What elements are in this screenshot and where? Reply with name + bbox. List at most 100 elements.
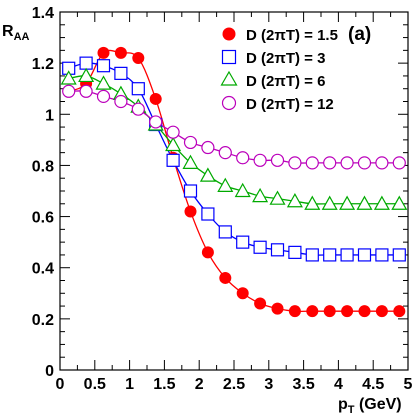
y-tick-label: 0.4 bbox=[32, 261, 54, 278]
data-point-series-2 bbox=[340, 248, 354, 262]
data-point-series-1 bbox=[97, 46, 110, 59]
legend-entry-3: D (2πT) = 6 bbox=[220, 70, 325, 90]
data-point-series-4 bbox=[149, 115, 163, 129]
data-point-series-1 bbox=[114, 46, 127, 59]
data-point-series-2 bbox=[288, 245, 302, 259]
data-point-series-3 bbox=[60, 70, 77, 85]
data-point-series-3 bbox=[356, 195, 373, 210]
legend-label-3: D (2πT) = 6 bbox=[246, 73, 325, 90]
legend: D (2πT) = 1.5 D (2πT) = 3 D (2πT) = 6 D … bbox=[220, 27, 338, 113]
data-point-series-3 bbox=[95, 75, 112, 90]
data-point-series-3 bbox=[217, 177, 234, 192]
data-point-series-1 bbox=[184, 205, 197, 218]
x-tick-label: 5 bbox=[404, 376, 413, 393]
data-point-series-2 bbox=[357, 248, 372, 262]
data-point-series-1 bbox=[323, 305, 336, 318]
data-point-series-1 bbox=[358, 305, 371, 318]
data-point-series-2 bbox=[201, 207, 215, 221]
data-point-series-3 bbox=[391, 195, 408, 210]
data-point-series-4 bbox=[340, 156, 354, 170]
data-point-series-4 bbox=[288, 156, 302, 170]
series-line-1 bbox=[68, 49, 400, 313]
legend-entry-2: D (2πT) = 3 bbox=[221, 49, 325, 67]
data-point-series-4 bbox=[62, 84, 76, 98]
data-point-series-1 bbox=[393, 305, 406, 318]
data-point-series-4 bbox=[375, 156, 389, 170]
markers-layer bbox=[60, 46, 408, 318]
data-point-series-3 bbox=[339, 195, 356, 210]
x-tick-label: 3.5 bbox=[292, 376, 314, 393]
y-tick-label: 0.2 bbox=[32, 312, 54, 329]
data-point-series-2 bbox=[392, 248, 406, 262]
y-axis-title: RAA bbox=[2, 23, 30, 43]
data-point-series-2 bbox=[305, 248, 319, 262]
legend-entry-4: D (2πT) = 12 bbox=[221, 95, 334, 113]
data-point-series-3 bbox=[78, 67, 95, 83]
data-point-series-1 bbox=[201, 246, 214, 259]
data-point-series-4 bbox=[392, 156, 406, 170]
data-point-series-4 bbox=[166, 125, 180, 139]
x-tick-label: 3 bbox=[264, 376, 273, 393]
data-point-series-2 bbox=[79, 56, 93, 70]
data-point-series-4 bbox=[236, 151, 250, 165]
x-tick-label: 2 bbox=[195, 376, 204, 393]
y-tick-label: 1.2 bbox=[32, 56, 54, 73]
data-point-series-3 bbox=[321, 195, 338, 210]
plot-frame bbox=[59, 11, 409, 371]
data-point-series-3 bbox=[165, 136, 182, 152]
data-point-series-3 bbox=[373, 195, 390, 210]
legend-label-1: D (2πT) = 1.5 bbox=[246, 27, 338, 44]
x-tick-label: 0 bbox=[56, 376, 65, 393]
x-tick-label: 1.5 bbox=[153, 376, 175, 393]
data-point-series-1 bbox=[375, 305, 388, 318]
x-tick-label: 4 bbox=[334, 376, 343, 393]
data-point-series-1 bbox=[149, 92, 162, 105]
legend-entry-1: D (2πT) = 1.5 bbox=[222, 27, 338, 44]
data-point-series-1 bbox=[306, 305, 319, 318]
data-point-series-2 bbox=[375, 248, 389, 262]
data-point-series-2 bbox=[253, 240, 267, 254]
x-tick-label: 1 bbox=[125, 376, 134, 393]
y-tick-label: 0.6 bbox=[32, 210, 54, 227]
data-point-series-3 bbox=[199, 167, 216, 182]
panel-label: (a) bbox=[348, 24, 371, 45]
data-point-series-1 bbox=[271, 302, 284, 315]
x-tick-label: 2.5 bbox=[223, 376, 245, 393]
data-point-series-2 bbox=[114, 66, 128, 80]
data-point-series-1 bbox=[132, 52, 145, 65]
data-point-series-4 bbox=[357, 156, 372, 170]
data-point-series-4 bbox=[114, 94, 128, 109]
legend-marker-2 bbox=[221, 49, 237, 65]
data-point-series-3 bbox=[304, 195, 321, 210]
legend-label-4: D (2πT) = 12 bbox=[246, 96, 334, 113]
data-point-series-4 bbox=[201, 140, 215, 155]
data-point-series-4 bbox=[79, 84, 93, 98]
y-tick-label: 0.8 bbox=[32, 158, 54, 175]
data-point-series-3 bbox=[286, 193, 303, 208]
data-point-series-4 bbox=[305, 156, 319, 170]
data-point-series-3 bbox=[269, 190, 286, 205]
data-point-series-4 bbox=[270, 153, 285, 167]
y-tick-label: 1.4 bbox=[32, 5, 54, 22]
data-point-series-4 bbox=[323, 156, 337, 170]
data-point-series-2 bbox=[218, 225, 232, 239]
data-point-series-1 bbox=[254, 297, 267, 310]
data-point-series-1 bbox=[341, 305, 354, 318]
legend-marker-3 bbox=[220, 70, 238, 86]
data-point-series-2 bbox=[323, 248, 337, 262]
x-axis-title: pT (GeV) bbox=[338, 396, 402, 415]
data-point-series-3 bbox=[182, 154, 199, 169]
y-tick-label: 0 bbox=[45, 363, 54, 380]
data-point-series-1 bbox=[236, 287, 249, 300]
legend-marker-4 bbox=[221, 95, 237, 111]
data-point-series-1 bbox=[219, 271, 232, 284]
data-point-series-4 bbox=[96, 89, 111, 103]
lines-layer bbox=[68, 49, 400, 313]
data-point-series-4 bbox=[253, 153, 267, 167]
data-point-series-2 bbox=[166, 153, 180, 167]
data-point-series-3 bbox=[252, 187, 269, 203]
data-point-series-4 bbox=[131, 102, 145, 116]
data-point-series-4 bbox=[218, 146, 232, 160]
legend-label-2: D (2πT) = 3 bbox=[246, 50, 325, 67]
